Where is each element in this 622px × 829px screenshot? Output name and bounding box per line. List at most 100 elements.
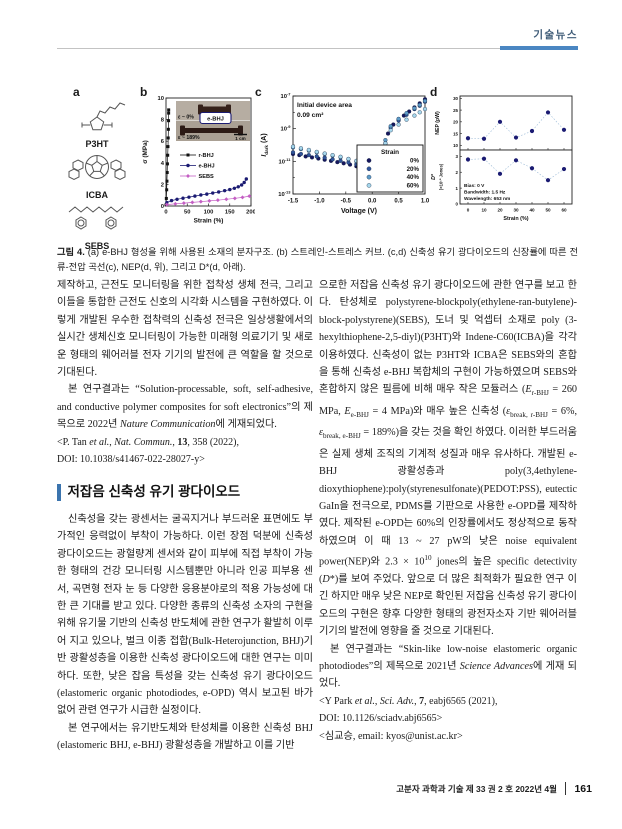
svg-text:Bandwidth: 1.5 Hz: Bandwidth: 1.5 Hz — [464, 190, 506, 196]
svg-text:NEP (pW): NEP (pW) — [435, 111, 441, 135]
svg-text:4: 4 — [161, 161, 165, 167]
figure-caption-label: 그림 4. — [57, 247, 85, 258]
svg-text:10: 10 — [481, 208, 487, 213]
svg-text:Wavelength: 653 nm: Wavelength: 653 nm — [464, 196, 510, 202]
molecule-p3ht: P3HT — [61, 98, 133, 149]
figure-panel-d: d 10 15 20 25 30 0 1 2 3 0 10 20 30 40 50 60 Strain (%) N… — [430, 85, 578, 230]
svg-text:0.0: 0.0 — [368, 199, 377, 205]
svg-text:ε ~ 189%: ε ~ 189% — [178, 135, 200, 141]
paragraph: 본 연구에서는 유기반도체와 탄성체를 이용한 신축성 BHJ (elastom… — [57, 722, 313, 752]
svg-text:3: 3 — [456, 154, 459, 159]
molecule-label: ICBA — [86, 190, 108, 200]
header-accent-bar — [500, 46, 578, 50]
p3ht-structure-icon — [81, 102, 126, 131]
panel-d-letter: d — [430, 85, 438, 99]
contact-line: <심교승, email: kyos@unist.ac.kr> — [319, 730, 463, 742]
svg-text:30: 30 — [513, 208, 519, 213]
svg-text:0: 0 — [161, 204, 164, 210]
svg-text:60%: 60% — [407, 182, 420, 189]
section-heading-text: 저잡음 신축성 유기 광다이오드 — [67, 484, 241, 500]
header-rule — [57, 48, 578, 49]
stress-strain-chart: 0 50 100 150 200 0 2 4 6 8 10 Strain (%) σ (MPa) r-BH… — [142, 96, 255, 225]
svg-text:-0.5: -0.5 — [341, 199, 352, 205]
panel-b-letter: b — [140, 85, 148, 99]
svg-text:Bias: 0 V: Bias: 0 V — [464, 183, 485, 189]
icba-structure-icon — [68, 155, 126, 181]
panel-a-letter: a — [73, 85, 80, 99]
figure-caption: 그림 4. (a) e-BHJ 형성을 위해 사용된 소재의 분자구조. (b)… — [57, 245, 578, 275]
svg-text:-1.0: -1.0 — [314, 199, 325, 205]
figure-caption-text: (a) e-BHJ 형성을 위해 사용된 소재의 분자구조. (b) 스트레인-… — [57, 247, 578, 273]
svg-text:r-BHJ: r-BHJ — [199, 153, 214, 159]
svg-text:ε ~ 0%: ε ~ 0% — [178, 115, 194, 121]
paragraph: 본 연구결과는 “Skin-like low-noise elastomeric… — [319, 643, 577, 690]
molecule-label: P3HT — [85, 139, 109, 149]
svg-text:40: 40 — [529, 208, 535, 213]
svg-text:-1.5: -1.5 — [288, 199, 299, 205]
figure-panel-b: b 0 50 100 150 200 0 2 4 6 8 10 Strain (%) σ (MPa) r-… — [140, 85, 255, 230]
svg-text:10: 10 — [453, 143, 458, 148]
svg-text:(×10¹⁰ Jones): (×10¹⁰ Jones) — [439, 163, 444, 190]
svg-text:Voltage (V): Voltage (V) — [341, 208, 377, 215]
svg-text:e-BHJ: e-BHJ — [207, 117, 224, 123]
svg-text:10-9: 10-9 — [280, 124, 291, 133]
section-label: 기술뉴스 — [533, 29, 578, 41]
figure-4: a P3HT — [57, 85, 578, 251]
svg-text:2: 2 — [456, 170, 459, 175]
svg-text:20: 20 — [497, 208, 503, 213]
svg-text:SEBS: SEBS — [199, 174, 215, 180]
svg-text:2: 2 — [161, 182, 164, 188]
molecule-icba: ICBA — [61, 151, 133, 200]
panel-c-letter: c — [255, 85, 262, 99]
svg-text:40%: 40% — [407, 174, 420, 181]
svg-text:20: 20 — [453, 120, 458, 125]
molecule-label: SEBS — [84, 241, 110, 251]
svg-text:Idark (A): Idark (A) — [261, 133, 269, 156]
sebs-structure-icon — [68, 206, 124, 230]
svg-text:10-13: 10-13 — [278, 190, 291, 199]
svg-text:6: 6 — [161, 139, 165, 145]
svg-text:0: 0 — [456, 202, 459, 207]
svg-text:e-BHJ: e-BHJ — [199, 164, 215, 170]
svg-text:D*: D* — [431, 173, 437, 180]
svg-text:Strain: Strain — [381, 149, 399, 156]
svg-text:σ (MPa): σ (MPa) — [142, 140, 149, 164]
svg-text:0%: 0% — [410, 158, 419, 165]
svg-text:10-11: 10-11 — [278, 157, 291, 166]
svg-text:Strain (%): Strain (%) — [503, 216, 528, 222]
citation: <Y Park et al., Sci. Adv., 7, eabj6565 (… — [319, 695, 498, 725]
svg-text:0: 0 — [467, 208, 470, 213]
svg-text:10: 10 — [158, 96, 164, 102]
svg-text:1: 1 — [456, 186, 459, 191]
svg-text:Strain (%): Strain (%) — [194, 218, 224, 225]
svg-text:0.09 cm²: 0.09 cm² — [297, 112, 324, 119]
svg-text:Initial device area: Initial device area — [297, 102, 352, 109]
svg-text:1.0: 1.0 — [421, 199, 430, 205]
citation: <P. Tan et al., Nat. Commun., 13, 358 (2… — [57, 436, 239, 466]
paragraph: 본 연구결과는 “Solution-processable, soft, sel… — [57, 384, 313, 431]
svg-text:30: 30 — [453, 96, 458, 101]
svg-text:25: 25 — [453, 108, 458, 113]
svg-text:10-7: 10-7 — [280, 92, 291, 101]
svg-text:1 cm: 1 cm — [235, 136, 245, 141]
svg-text:60: 60 — [561, 208, 567, 213]
svg-text:50: 50 — [545, 208, 551, 213]
footer-divider — [564, 782, 567, 795]
svg-text:8: 8 — [161, 118, 165, 124]
svg-text:0.5: 0.5 — [394, 199, 403, 205]
svg-text:50: 50 — [184, 210, 190, 216]
molecule-sebs: SEBS — [61, 202, 133, 251]
svg-text:150: 150 — [225, 210, 235, 216]
paragraph: 제작하고, 근전도 모니터링을 위한 접착성 생체 전극, 그리고 이들을 통합… — [57, 280, 313, 379]
left-column: 제작하고, 근전도 모니터링을 위한 접착성 생체 전극, 그리고 이들을 통합… — [57, 277, 313, 755]
svg-text:20%: 20% — [407, 166, 420, 173]
figure-panel-a: a P3HT — [57, 85, 140, 251]
svg-text:100: 100 — [204, 210, 214, 216]
journal-title-line: 고분자 과학과 기술 제 33 권 2 호 2022년 4월 — [396, 783, 557, 794]
paragraph: 으로한 저잡음 신축성 유기 광다이오드에 관한 연구를 보고 한다. 탄성체로… — [319, 280, 578, 638]
figure-panel-c: c 10-13 10-11 10-9 10-7 -1.5 -1.0 -0.5 0.0 0.5 1.… — [255, 85, 430, 230]
heading-accent-bar — [57, 483, 61, 501]
svg-text:15: 15 — [453, 131, 458, 136]
